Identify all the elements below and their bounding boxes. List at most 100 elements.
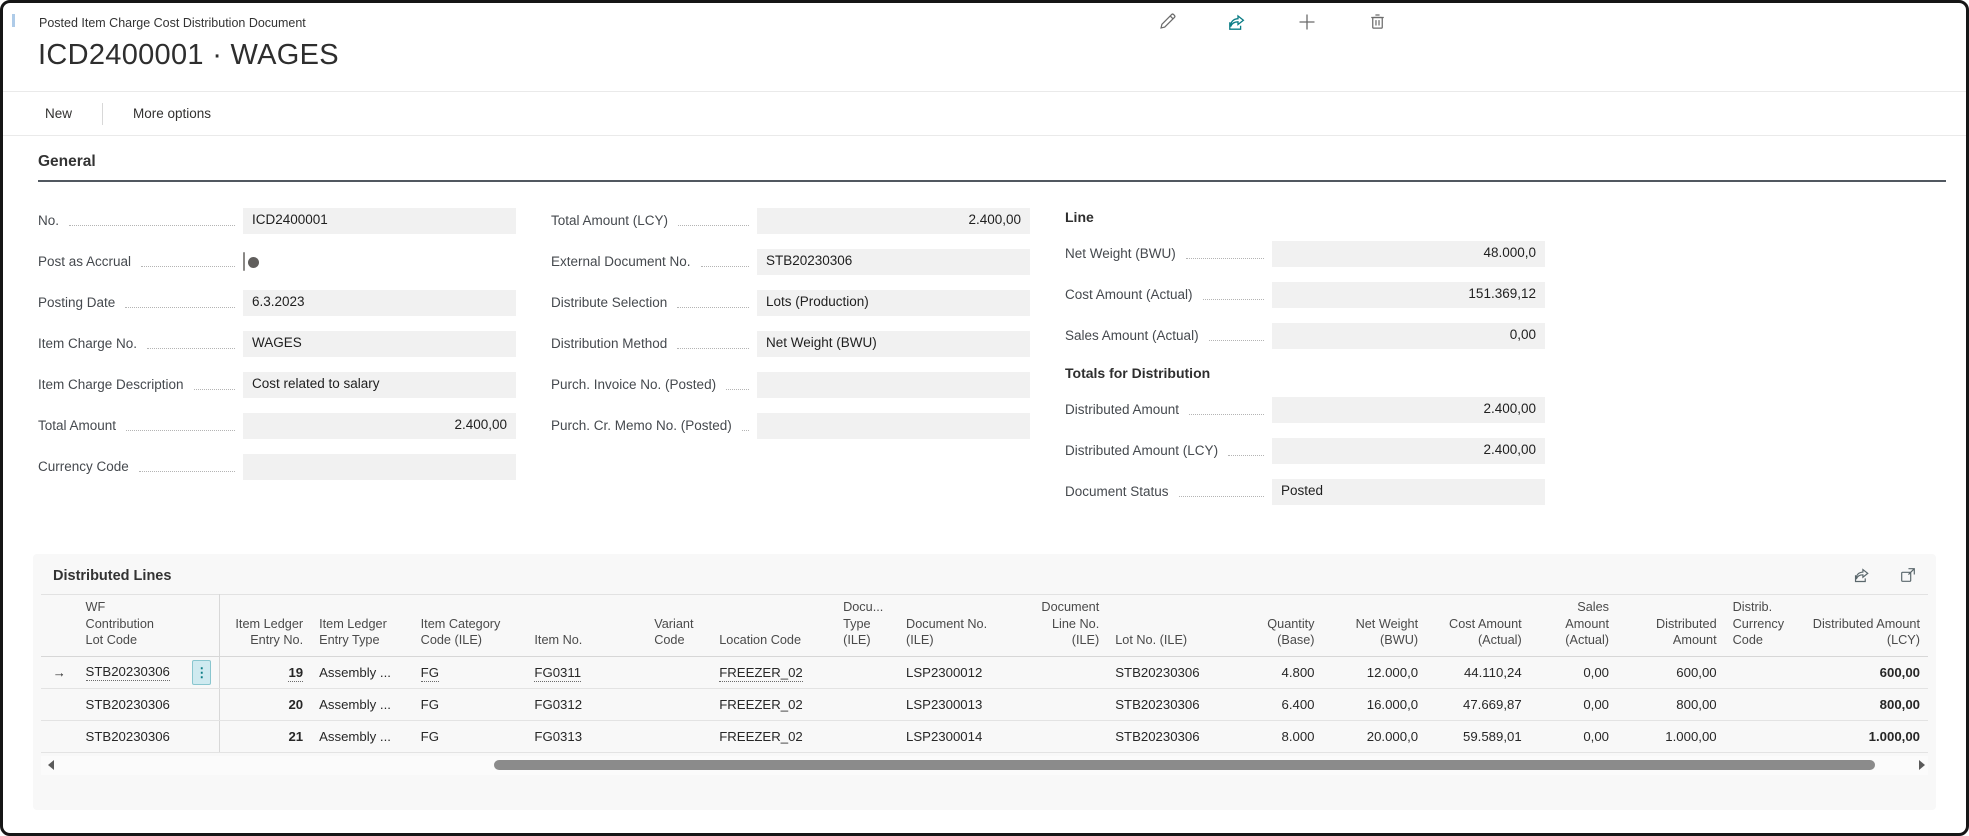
cell-entry-type[interactable]: Assembly ... (311, 720, 413, 753)
cell-quantity[interactable]: 6.400 (1241, 688, 1323, 721)
col-sales-amount-actual[interactable]: Sales Amount (Actual) (1529, 594, 1617, 657)
col-document-type-ile[interactable]: Docu... Type (ILE) (835, 594, 899, 657)
general-section-title[interactable]: General (38, 153, 96, 170)
cell-document-no[interactable]: LSP2300012 (898, 656, 1018, 689)
cell-quantity[interactable]: 8.000 (1241, 720, 1323, 753)
cell-document-type[interactable] (835, 688, 899, 721)
col-location-code[interactable]: Location Code (711, 594, 836, 657)
col-variant-code[interactable]: Variant Code (646, 594, 712, 657)
cell-document-type[interactable] (835, 720, 899, 753)
row-selector[interactable] (41, 688, 78, 721)
cell-cost-amount[interactable]: 47.669,87 (1426, 688, 1530, 721)
distributed-amount-field[interactable]: 2.400,00 (1272, 396, 1545, 423)
col-item-ledger-entry-type[interactable]: Item Ledger Entry Type (311, 594, 413, 657)
posting-date-field[interactable]: 6.3.2023 (243, 289, 516, 316)
cell-variant-code[interactable] (646, 720, 712, 753)
cell-document-line-no[interactable] (1017, 656, 1108, 689)
cell-distributed-amount[interactable]: 800,00 (1617, 688, 1725, 721)
cell-entry-no[interactable]: 19 (219, 656, 312, 689)
cell-entry-no[interactable]: 21 (219, 720, 312, 753)
col-item-ledger-entry-no[interactable]: Item Ledger Entry No. (219, 594, 312, 657)
cell-distributed-amount-lcy[interactable]: 1.000,00 (1803, 720, 1928, 753)
col-distributed-amount[interactable]: Distributed Amount (1617, 594, 1725, 657)
col-document-line-no-ile[interactable]: Document Line No. (ILE) (1017, 594, 1108, 657)
cell-entry-no[interactable]: 20 (219, 688, 312, 721)
cell-distributed-amount-lcy[interactable]: 600,00 (1803, 656, 1928, 689)
col-wf-contribution-lot-code[interactable]: WF Contribution Lot Code (77, 594, 221, 657)
cell-variant-code[interactable] (646, 656, 712, 689)
cell-variant-code[interactable] (646, 688, 712, 721)
total-amount-field[interactable]: 2.400,00 (243, 412, 516, 439)
cell-document-type[interactable] (835, 656, 899, 689)
row-selector[interactable] (41, 720, 78, 753)
cell-document-no[interactable]: LSP2300013 (898, 688, 1018, 721)
cell-entry-type[interactable]: Assembly ... (311, 656, 413, 689)
cell-cost-amount[interactable]: 44.110,24 (1426, 656, 1530, 689)
cell-location-code[interactable]: FREEZER_02 (711, 656, 836, 689)
col-item-category-code-ile[interactable]: Item Category Code (ILE) (412, 594, 527, 657)
cell-item-category[interactable]: FG (412, 688, 527, 721)
total-amount-lcy-field[interactable]: 2.400,00 (757, 207, 1030, 234)
item-category-link[interactable]: FG (420, 664, 439, 682)
cost-amount-actual-field[interactable]: 151.369,12 (1272, 281, 1545, 308)
item-no-link[interactable]: FG0311 (534, 664, 582, 682)
delete-button[interactable] (1365, 11, 1389, 35)
focus-mode-button[interactable] (1898, 566, 1918, 586)
sales-amount-actual-field[interactable]: 0,00 (1272, 322, 1545, 349)
cell-entry-type[interactable]: Assembly ... (311, 688, 413, 721)
cell-distributed-amount-lcy[interactable]: 800,00 (1803, 688, 1928, 721)
cell-distrib-currency[interactable] (1724, 688, 1804, 721)
cell-net-weight[interactable]: 20.000,0 (1322, 720, 1427, 753)
cell-item-no[interactable]: FG0313 (526, 720, 647, 753)
col-quantity-base[interactable]: Quantity (Base) (1241, 594, 1323, 657)
cell-lot-code[interactable]: STB20230306 (77, 720, 221, 753)
cell-lot-no-ile[interactable]: STB20230306 (1107, 720, 1242, 753)
share-button[interactable] (1225, 11, 1249, 35)
item-charge-description-field[interactable]: Cost related to salary (243, 371, 516, 398)
cell-lot-no-ile[interactable]: STB20230306 (1107, 656, 1242, 689)
table-row-selected[interactable]: → STB20230306 ⋮ 19 Assembly ... FG FG031… (41, 656, 1928, 689)
distribute-selection-field[interactable]: Lots (Production) (757, 289, 1030, 316)
cell-net-weight[interactable]: 12.000,0 (1322, 656, 1427, 689)
currency-code-field[interactable] (243, 453, 516, 480)
purch-invoice-no-posted-field[interactable] (757, 371, 1030, 398)
cell-location-code[interactable]: FREEZER_02 (711, 688, 836, 721)
cell-distrib-currency[interactable] (1724, 720, 1804, 753)
cell-item-category[interactable]: FG (412, 656, 527, 689)
more-options-menu[interactable]: More options (133, 106, 212, 121)
col-item-no[interactable]: Item No. (526, 594, 647, 657)
cell-document-no[interactable]: LSP2300014 (898, 720, 1018, 753)
location-code-link[interactable]: FREEZER_02 (719, 664, 803, 682)
cell-distributed-amount[interactable]: 1.000,00 (1617, 720, 1725, 753)
cell-item-no[interactable]: FG0311 (526, 656, 647, 689)
cell-document-line-no[interactable] (1017, 688, 1108, 721)
scrollbar-thumb[interactable] (493, 759, 1876, 770)
cell-sales-amount[interactable]: 0,00 (1529, 688, 1617, 721)
net-weight-bwu-field[interactable]: 48.000,0 (1272, 240, 1545, 267)
chevron-right-icon[interactable] (1919, 759, 1925, 770)
cell-sales-amount[interactable]: 0,00 (1529, 720, 1617, 753)
cell-distributed-amount[interactable]: 600,00 (1617, 656, 1725, 689)
cell-lot-code[interactable]: STB20230306 (77, 688, 221, 721)
col-distrib-currency-code[interactable]: Distrib. Currency Code (1724, 594, 1804, 657)
new-menu[interactable]: New (45, 106, 73, 121)
horizontal-scrollbar[interactable] (41, 755, 1928, 775)
document-status-field[interactable]: Posted (1272, 478, 1545, 505)
share-lines-button[interactable] (1852, 566, 1872, 586)
cell-cost-amount[interactable]: 59.589,01 (1426, 720, 1530, 753)
edit-button[interactable] (1155, 11, 1179, 35)
no-field[interactable]: ICD2400001 (243, 207, 516, 234)
cell-item-category[interactable]: FG (412, 720, 527, 753)
table-row[interactable]: STB20230306 21 Assembly ... FG FG0313 FR… (41, 720, 1928, 753)
post-as-accrual-toggle[interactable] (243, 251, 259, 271)
distribution-method-field[interactable]: Net Weight (BWU) (757, 330, 1030, 357)
table-row[interactable]: STB20230306 20 Assembly ... FG FG0312 FR… (41, 688, 1928, 721)
cell-document-line-no[interactable] (1017, 720, 1108, 753)
col-net-weight-bwu[interactable]: Net Weight (BWU) (1322, 594, 1427, 657)
row-actions-button[interactable]: ⋮ (192, 659, 212, 685)
distributed-amount-lcy-field[interactable]: 2.400,00 (1272, 437, 1545, 464)
new-document-button[interactable] (1295, 11, 1319, 35)
cell-quantity[interactable]: 4.800 (1241, 656, 1323, 689)
cell-location-code[interactable]: FREEZER_02 (711, 720, 836, 753)
entry-no-link[interactable]: 19 (288, 664, 304, 682)
